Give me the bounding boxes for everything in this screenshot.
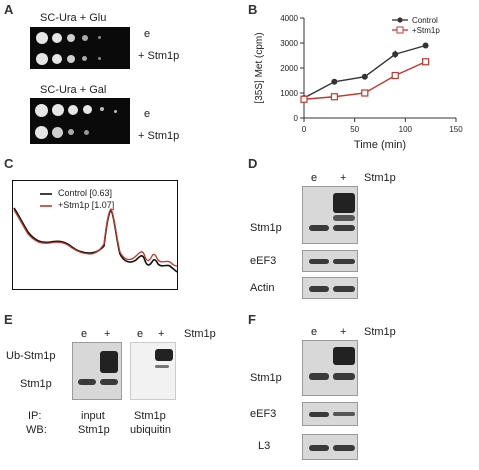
plate-gal [30, 98, 130, 144]
legend-stm1p: +Stm1p [1.07] [58, 200, 115, 210]
blot-f-eef3 [302, 402, 358, 426]
panel-label-f: F [248, 312, 256, 327]
x-tick-label: 50 [350, 125, 359, 134]
panel-e-ip1: input [81, 410, 105, 422]
x-axis-label: Time (min) [354, 139, 406, 151]
panel-label-b: B [248, 2, 258, 17]
legend-marker [397, 17, 403, 23]
panel-e-lane-plus2: + [158, 328, 165, 340]
data-point [361, 73, 368, 80]
panel-d-row-actin: Actin [250, 282, 275, 294]
plate-glu [30, 27, 130, 69]
panel-e-lane-header: Stm1p [184, 328, 216, 340]
panel-f-row-stm1p: Stm1p [250, 372, 282, 384]
x-tick-label: 150 [449, 125, 463, 134]
panel-label-d: D [248, 156, 258, 171]
panel-d-lane-e: e [311, 172, 318, 184]
panel-f-row-eef3: eEF3 [250, 408, 277, 420]
panel-d-row-eef3: eEF3 [250, 255, 277, 267]
data-point [422, 42, 429, 49]
blot-e-input [72, 342, 122, 400]
x-tick-label: 0 [302, 125, 307, 134]
profile-stm1p-line [13, 208, 178, 267]
legend-label: Control [412, 16, 438, 25]
panel-e-lane-e1: e [81, 328, 88, 340]
y-tick-label: 2000 [280, 64, 298, 73]
data-point [391, 71, 399, 80]
panel-e-wb-label: WB: [26, 424, 47, 436]
panel-d-lane-header: Stm1p [364, 172, 396, 184]
panel-e-row-stm1p: Stm1p [20, 378, 52, 390]
blot-e-ubiquitin [130, 342, 176, 400]
panel-d-lane-plus: + [340, 172, 347, 184]
y-tick-label: 3000 [280, 39, 298, 48]
panel-a-top-title: SC-Ura + Glu [40, 12, 107, 24]
panel-label-c: C [4, 156, 14, 171]
legend-label: +Stm1p [412, 26, 440, 35]
x-tick-label: 100 [399, 125, 413, 134]
blot-d-stm1p [302, 186, 358, 244]
y-tick-label: 4000 [280, 14, 298, 23]
panel-a-bottom-title: SC-Ura + Gal [40, 84, 107, 96]
y-tick-label: 1000 [280, 89, 298, 98]
legend-control: Control [0.63] [58, 188, 113, 198]
panel-a-row-stm1p-bottom: + Stm1p [138, 130, 180, 142]
panel-e-row-ub: Ub-Stm1p [6, 350, 56, 362]
blot-f-l3 [302, 434, 358, 460]
panel-f-row-l3: L3 [258, 440, 271, 452]
panel-f-lane-header: Stm1p [364, 326, 396, 338]
panel-f-lane-plus: + [340, 326, 347, 338]
data-point [300, 95, 308, 103]
data-point [331, 78, 338, 85]
y-tick-label: 0 [294, 114, 299, 123]
panel-e-wb2: ubiquitin [130, 424, 171, 436]
data-point [361, 89, 369, 97]
panel-a-row-e-bottom: e [144, 108, 151, 120]
legend-marker [396, 26, 404, 34]
blot-d-actin [302, 277, 358, 299]
data-point [330, 93, 339, 101]
panel-d-row-stm1p: Stm1p [250, 222, 282, 234]
panel-a-row-stm1p-top: + Stm1p [138, 50, 180, 62]
panel-a-row-e-top: e [144, 28, 151, 40]
panel-e-lane-plus1: + [104, 328, 111, 340]
y-axis-label: [35S] Met (cpm) [254, 32, 265, 103]
panel-e-lane-e2: e [137, 328, 144, 340]
panel-e-ip-label: IP: [28, 410, 42, 422]
data-point [422, 58, 430, 66]
blot-f-stm1p [302, 340, 358, 396]
blot-d-eef3 [302, 250, 358, 272]
panel-label-e: E [4, 312, 13, 327]
panel-e-ip2: Stm1p [134, 410, 166, 422]
panel-label-a: A [4, 2, 14, 17]
panel-e-wb1: Stm1p [78, 424, 110, 436]
metabolic-labeling-chart: 0 50 100 150 0 1000 2000 3000 4000 Time (min) [3… [254, 14, 463, 151]
polysome-profile [12, 180, 178, 290]
panel-f-lane-e: e [311, 326, 318, 338]
